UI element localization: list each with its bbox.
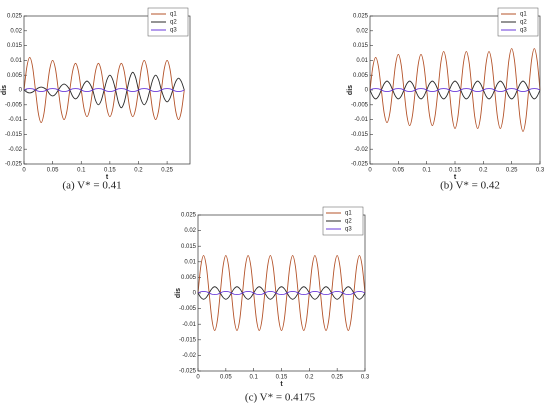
series-line bbox=[197, 290, 366, 296]
x-tick-label: 0.25 bbox=[331, 375, 343, 381]
x-tick-label: 0.15 bbox=[449, 168, 461, 174]
y-tick-label: -0.015 bbox=[351, 132, 369, 138]
x-tick-label: 0.25 bbox=[506, 168, 518, 174]
y-tick-label: -0.01 bbox=[182, 322, 196, 328]
x-tick-label: 0.25 bbox=[161, 168, 173, 174]
y-tick-label: 0.01 bbox=[356, 58, 368, 64]
y-tick-label: 0.015 bbox=[181, 244, 197, 250]
y-tick-label: -0.02 bbox=[182, 353, 196, 359]
legend-label: q2 bbox=[520, 20, 527, 26]
y-tick-label: -0.015 bbox=[179, 337, 197, 343]
chart: -0.025 -0.02 -0.015 -0.01 -0.005 0 0.005 0.01 0.… bbox=[175, 206, 370, 404]
y-axis-label: dis bbox=[347, 85, 354, 95]
series-line bbox=[369, 48, 541, 132]
y-tick-label: 0.025 bbox=[353, 14, 369, 20]
x-tick-label: 0.05 bbox=[392, 168, 404, 174]
x-tick-label: 0.2 bbox=[305, 375, 314, 381]
caption: (b) V* = 0.42 bbox=[440, 180, 500, 192]
series-line bbox=[197, 255, 366, 331]
y-tick-label: 0.015 bbox=[353, 43, 369, 49]
y-tick-label: -0.005 bbox=[351, 102, 369, 108]
plot-frame bbox=[197, 214, 366, 372]
y-tick-label: 0 bbox=[19, 88, 23, 94]
y-axis-label: dis bbox=[1, 85, 8, 95]
legend-label: q3 bbox=[345, 227, 352, 233]
y-tick-label: 0.02 bbox=[184, 228, 196, 234]
y-tick-label: 0.02 bbox=[10, 28, 22, 34]
x-tick-label: 0.05 bbox=[220, 375, 232, 381]
series-line bbox=[369, 88, 541, 92]
y-tick-label: 0.02 bbox=[356, 28, 368, 34]
legend-label: q3 bbox=[520, 28, 527, 34]
y-tick-label: -0.025 bbox=[179, 369, 197, 375]
x-tick-label: 0.1 bbox=[422, 168, 431, 174]
x-axis-label: t bbox=[106, 174, 109, 181]
legend-label: q2 bbox=[170, 20, 177, 26]
x-tick-label: 0.15 bbox=[104, 168, 116, 174]
series-line bbox=[369, 80, 541, 100]
x-tick-label: 0 bbox=[22, 168, 26, 174]
x-tick-label: 0.15 bbox=[276, 375, 288, 381]
series-line bbox=[23, 88, 185, 92]
x-tick-label: 0 bbox=[368, 168, 372, 174]
chart: -0.025 -0.02 -0.015 -0.01 -0.005 0 0.005 0.01 0.… bbox=[347, 7, 545, 192]
x-tick-label: 0.2 bbox=[134, 168, 143, 174]
legend-label: q1 bbox=[170, 12, 177, 18]
caption: (a) V* = 0.41 bbox=[62, 180, 121, 192]
series-line bbox=[197, 286, 366, 300]
y-tick-label: 0 bbox=[193, 291, 197, 297]
y-tick-label: -0.025 bbox=[5, 162, 23, 168]
legend-label: q1 bbox=[520, 12, 527, 18]
y-tick-label: -0.015 bbox=[5, 132, 23, 138]
x-tick-label: 0.1 bbox=[77, 168, 86, 174]
x-tick-label: 0 bbox=[196, 375, 200, 381]
x-axis-label: t bbox=[280, 381, 283, 388]
y-tick-label: -0.005 bbox=[179, 306, 197, 312]
caption: (c) V* = 0.4175 bbox=[245, 392, 316, 404]
y-tick-label: -0.005 bbox=[5, 102, 23, 108]
y-tick-label: -0.02 bbox=[354, 147, 368, 153]
y-tick-label: 0.025 bbox=[181, 213, 197, 219]
y-tick-label: 0.015 bbox=[7, 43, 23, 49]
y-tick-label: 0.005 bbox=[181, 275, 197, 281]
chart: -0.025 -0.02 -0.015 -0.01 -0.005 0 0.005 0.01 0.… bbox=[1, 7, 191, 192]
x-tick-label: 0.2 bbox=[479, 168, 488, 174]
y-tick-label: -0.025 bbox=[351, 162, 369, 168]
x-tick-label: 0.1 bbox=[249, 375, 258, 381]
legend-label: q2 bbox=[345, 219, 352, 225]
y-tick-label: 0.005 bbox=[353, 73, 369, 79]
x-tick-label: 0.3 bbox=[361, 375, 370, 381]
y-tick-label: 0 bbox=[365, 88, 369, 94]
y-tick-label: 0.005 bbox=[7, 73, 23, 79]
y-tick-label: -0.01 bbox=[8, 117, 22, 123]
x-tick-label: 0.05 bbox=[47, 168, 59, 174]
legend-label: q1 bbox=[345, 211, 352, 217]
legend-label: q3 bbox=[170, 28, 177, 34]
y-axis-label: dis bbox=[175, 288, 182, 298]
y-tick-label: 0.025 bbox=[7, 14, 23, 20]
plot-frame bbox=[369, 15, 541, 165]
x-tick-label: 0.3 bbox=[536, 168, 545, 174]
y-tick-label: -0.01 bbox=[354, 117, 368, 123]
plot-frame bbox=[23, 15, 191, 165]
y-tick-label: 0.01 bbox=[10, 58, 22, 64]
y-tick-label: -0.02 bbox=[8, 147, 22, 153]
x-axis-label: t bbox=[454, 174, 457, 181]
y-tick-label: 0.01 bbox=[184, 259, 196, 265]
